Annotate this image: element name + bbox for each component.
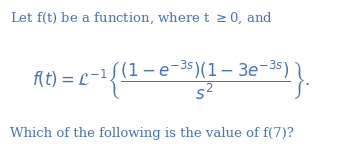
Text: $f(t) = \mathcal{L}^{-1}\left\{\dfrac{(1 - e^{-3s})(1 - 3e^{-3s})}{s^2}\right\}.: $f(t) = \mathcal{L}^{-1}\left\{\dfrac{(1… (32, 59, 310, 102)
Text: Which of the following is the value of f(7)?: Which of the following is the value of f… (10, 126, 294, 140)
Text: Let f(t) be a function, where t $\geq$0, and: Let f(t) be a function, where t $\geq$0,… (10, 11, 273, 26)
